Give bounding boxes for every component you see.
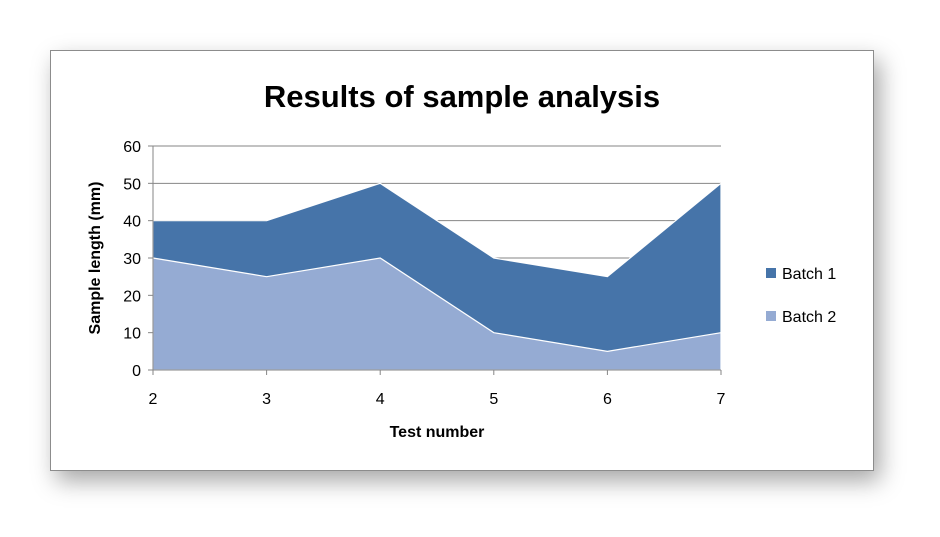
legend-swatch — [766, 268, 776, 278]
y-tick-label: 20 — [123, 288, 141, 305]
x-axis-label: Test number — [390, 424, 485, 441]
legend-label: Batch 1 — [782, 266, 836, 283]
y-axis-label: Sample length (mm) — [87, 182, 104, 335]
y-tick-label: 0 — [132, 363, 141, 380]
x-tick-label: 4 — [376, 391, 385, 408]
y-tick-label: 40 — [123, 214, 141, 231]
x-tick-label: 6 — [603, 391, 612, 408]
y-tick-label: 50 — [123, 176, 141, 193]
x-tick-label: 2 — [149, 391, 158, 408]
x-tick-label: 5 — [489, 391, 498, 408]
y-tick-label: 60 — [123, 139, 141, 156]
x-tick-label: 7 — [717, 391, 726, 408]
chart-title: Results of sample analysis — [264, 79, 660, 114]
x-tick-label: 3 — [262, 391, 271, 408]
legend-label: Batch 2 — [782, 309, 836, 326]
area-series-2 — [152, 257, 722, 371]
y-tick-label: 10 — [123, 326, 141, 343]
y-tick-label: 30 — [123, 251, 141, 268]
legend-swatch — [766, 311, 776, 321]
